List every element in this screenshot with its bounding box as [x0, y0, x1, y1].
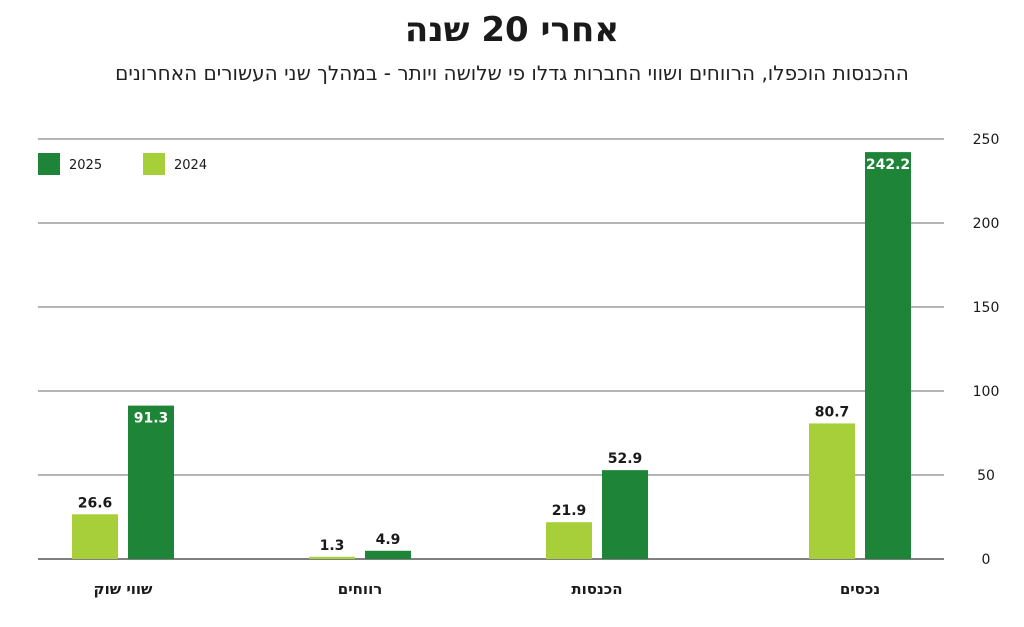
legend-label: 2024 — [174, 158, 207, 173]
data-label: 80.7 — [815, 404, 850, 420]
chart-title: אחרי 20 שנה — [404, 10, 620, 50]
category-label: שווי שוק — [94, 580, 154, 598]
bar-2024 — [546, 522, 592, 559]
legend-swatch — [38, 153, 60, 175]
bar-2025 — [602, 470, 648, 559]
legend: 2025 2024 — [38, 153, 207, 175]
data-label: 242.2 — [866, 157, 910, 173]
y-tick-label: 50 — [977, 468, 995, 484]
bar-2024 — [72, 514, 118, 559]
y-axis-ticks: 0 50 100 150 200 250 — [973, 132, 1000, 568]
category-labels: נכסים הכנסות רווחים שווי שוק — [94, 580, 881, 598]
y-tick-label: 150 — [973, 300, 1000, 316]
category-label: רווחים — [338, 580, 383, 598]
bar-2025 — [128, 405, 174, 559]
data-label: 91.3 — [134, 411, 169, 427]
bar-2024 — [809, 423, 855, 559]
y-tick-label: 250 — [973, 132, 1000, 148]
data-label: 26.6 — [78, 495, 113, 511]
bar-2025 — [865, 152, 911, 559]
chart-subtitle: ההכנסות הוכפלו, הרווחים ושווי החברות גדל… — [115, 61, 909, 85]
data-label: 52.9 — [608, 451, 643, 467]
data-label: 21.9 — [552, 503, 587, 519]
gridlines — [38, 138, 944, 560]
data-label: 4.9 — [376, 532, 401, 548]
bar-2024 — [309, 556, 355, 559]
y-tick-label: 0 — [982, 552, 991, 568]
y-tick-label: 100 — [973, 384, 1000, 400]
data-label: 1.3 — [320, 538, 345, 554]
bar-2025 — [365, 550, 411, 559]
y-tick-label: 200 — [973, 216, 1000, 232]
bars: 80.7 242.2 21.9 52.9 1.3 4.9 26.6 91.3 — [72, 152, 911, 559]
legend-swatch — [143, 153, 165, 175]
category-label: נכסים — [840, 580, 880, 598]
legend-label: 2025 — [69, 158, 102, 173]
category-label: הכנסות — [571, 580, 622, 598]
